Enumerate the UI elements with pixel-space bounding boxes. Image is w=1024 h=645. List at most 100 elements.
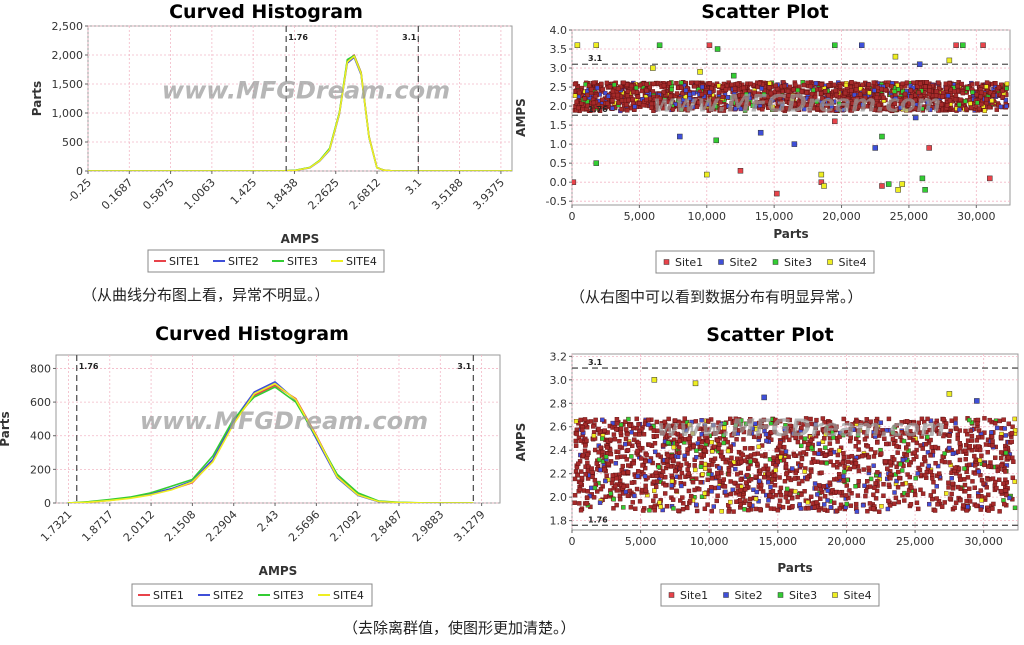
hist2-chart: Curved Histogram 0 200 400 600 800 1.7321 1.871… — [0, 323, 501, 607]
x-tick-label: 0 — [569, 535, 576, 548]
y-tick-label: 4.0 — [550, 24, 568, 37]
scatter-body — [572, 416, 1018, 514]
limit-label: 1.76 — [288, 33, 308, 42]
legend-label: SITE1 — [153, 589, 184, 602]
x-tick-label: 30,000 — [957, 210, 996, 223]
y-tick-label: 1.0 — [550, 138, 568, 151]
y-tick-label: 3.0 — [550, 62, 568, 75]
legend-swatch — [832, 592, 838, 598]
chart-title: Curved Histogram — [155, 323, 349, 345]
x-tick-label: 2.1508 — [162, 508, 198, 544]
legend-swatch — [663, 259, 670, 265]
x-tick-label: 1.425 — [228, 176, 259, 207]
scatter-point-site3 — [593, 160, 600, 166]
legend-label: SITE1 — [169, 255, 200, 268]
legend-label: SITE3 — [287, 255, 318, 268]
x-tick-label: 10,000 — [688, 210, 727, 223]
scatter-point-site1 — [737, 168, 744, 174]
x-axis-label: Parts — [777, 561, 812, 575]
x-tick-label: 2.5696 — [286, 508, 322, 544]
series-line-site4 — [88, 55, 512, 171]
legend-box — [147, 249, 385, 273]
scatter-point-site3 — [879, 133, 885, 140]
y-tick-label: 0 — [76, 165, 83, 178]
scatter-point-site2 — [872, 145, 878, 151]
scatter-point-site1 — [774, 190, 780, 197]
limit-label: 1.76 — [588, 515, 608, 524]
scatter-body — [572, 80, 1010, 114]
y-tick-label: 2.0 — [550, 100, 568, 113]
x-tick-label: 25,000 — [890, 210, 929, 223]
scatter-point-site1 — [980, 42, 986, 48]
scatter-point-site1 — [926, 145, 932, 151]
scatter-point-site3 — [919, 175, 926, 182]
limit-label: 3.1 — [402, 33, 417, 42]
y-tick-label: 2.8 — [550, 397, 568, 410]
x-tick-label: 2.43 — [255, 508, 282, 535]
x-tick-label: 2.8487 — [369, 508, 405, 544]
chart-title: Scatter Plot — [706, 324, 833, 346]
caption-top-left: （从曲线分布图上看，异常不明显。） — [82, 286, 330, 304]
scatter-point-site3 — [832, 42, 838, 48]
legend-swatch — [777, 592, 784, 598]
scatter-point-site4 — [946, 57, 953, 64]
x-axis-label: AMPS — [259, 564, 298, 578]
legend-swatch — [772, 259, 779, 265]
y-tick-label: 0.0 — [550, 176, 568, 189]
scatter-point-site2 — [974, 398, 980, 404]
x-tick-label: 2.7092 — [327, 508, 363, 544]
scatter-point-site4 — [895, 187, 901, 193]
x-tick-label: 2.2625 — [305, 176, 341, 212]
legend-swatch — [827, 259, 833, 265]
scatter-point-site2 — [677, 133, 683, 140]
scatter-point-site1 — [987, 175, 993, 182]
x-tick-label: 2.9883 — [410, 508, 446, 544]
caption-top-right: （从右图中可以看到数据分布有明显异常。） — [570, 288, 863, 306]
x-tick-label: -0.25 — [65, 176, 94, 205]
watermark: www.MFGDream.com — [162, 77, 450, 105]
scatter-point-site2 — [791, 141, 798, 147]
series-line-site3 — [88, 54, 512, 171]
scatter-point-site4 — [946, 391, 953, 397]
scatter-point-site4 — [593, 42, 600, 48]
scatter-point-site4 — [692, 380, 699, 387]
plot-content — [88, 54, 512, 171]
y-tick-label: 1,500 — [52, 78, 84, 91]
scatter-point-site3 — [922, 187, 928, 193]
legend-swatch — [718, 259, 724, 265]
legend-label: Site4 — [839, 256, 867, 269]
legend-label: SITE3 — [273, 589, 304, 602]
y-tick-label: 3.2 — [550, 350, 568, 363]
scatter-point-site4 — [651, 377, 658, 383]
x-tick-label: 20,000 — [827, 535, 866, 548]
y-axis-label: Parts — [0, 411, 12, 446]
x-axis-label: AMPS — [281, 232, 320, 246]
x-tick-label: 3.1279 — [451, 508, 487, 544]
scatter-point-site1 — [879, 183, 885, 189]
scatter-point-site3 — [960, 42, 966, 48]
limit-label: 1.76 — [588, 105, 608, 114]
y-tick-label: 2.4 — [550, 444, 568, 457]
chart-title: Scatter Plot — [701, 1, 828, 23]
legend-label: Site3 — [784, 256, 812, 269]
y-tick-label: 600 — [30, 396, 51, 409]
scatter-point-site1 — [832, 118, 838, 125]
scatter-point-site4 — [818, 171, 825, 178]
x-tick-label: 15,000 — [759, 535, 798, 548]
legend: SITE1 SITE2 SITE3 SITE4 — [131, 583, 373, 607]
scatter-point-site4 — [899, 181, 905, 187]
y-tick-label: 800 — [30, 362, 51, 375]
x-tick-label: 2.0112 — [121, 508, 157, 544]
limit-label: 3.1 — [588, 358, 603, 367]
x-tick-label: 1.7321 — [38, 508, 74, 544]
legend-swatch — [723, 592, 729, 598]
y-tick-label: 1.8 — [550, 515, 568, 528]
y-tick-label: 3.5 — [550, 43, 568, 56]
series-line-site4 — [67, 382, 474, 503]
y-tick-label: 2.5 — [550, 81, 568, 94]
scatter-point-site1 — [953, 42, 959, 48]
watermark: www.MFGDream.com — [140, 407, 428, 435]
legend-label: SITE2 — [228, 255, 259, 268]
scatter-point-site4 — [574, 42, 581, 48]
